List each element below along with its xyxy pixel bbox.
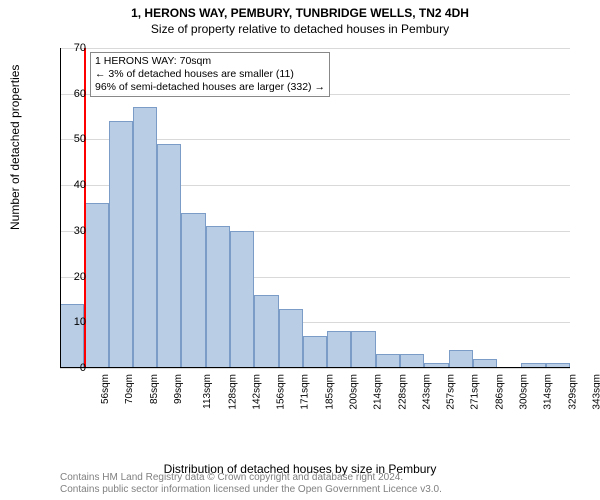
- y-axis: [60, 48, 61, 368]
- x-tick-label: 329sqm: [567, 374, 578, 410]
- x-tick-label: 156sqm: [276, 374, 287, 410]
- x-axis: [60, 367, 570, 368]
- histogram-bar: [60, 304, 84, 368]
- histogram-bar: [181, 213, 205, 368]
- y-axis-label: Number of detached properties: [8, 65, 22, 230]
- y-tick-label: 20: [74, 271, 86, 283]
- x-tick-label: 286sqm: [494, 374, 505, 410]
- chart-area: [60, 48, 570, 418]
- footer-line: Contains public sector information licen…: [60, 484, 442, 496]
- x-tick-label: 70sqm: [124, 374, 135, 404]
- x-tick-label: 99sqm: [173, 374, 184, 404]
- histogram-bar: [449, 350, 473, 368]
- annotation-line: 1 HERONS WAY: 70sqm: [95, 55, 325, 68]
- copyright-footer: Contains HM Land Registry data © Crown c…: [60, 472, 442, 496]
- y-tick-label: 0: [80, 362, 86, 374]
- y-tick-label: 70: [74, 42, 86, 54]
- histogram-bar: [351, 331, 375, 368]
- histogram-bar: [254, 295, 278, 368]
- histogram-bar: [376, 354, 400, 368]
- x-tick-label: 300sqm: [519, 374, 530, 410]
- x-tick-label: 257sqm: [446, 374, 457, 410]
- histogram-bar: [206, 226, 230, 368]
- x-tick-label: 271sqm: [470, 374, 481, 410]
- x-tick-label: 200sqm: [349, 374, 360, 410]
- x-tick-label: 343sqm: [591, 374, 600, 410]
- x-tick-label: 85sqm: [149, 374, 160, 404]
- x-tick-label: 142sqm: [251, 374, 262, 410]
- y-tick-label: 50: [74, 133, 86, 145]
- x-tick-label: 185sqm: [324, 374, 335, 410]
- x-tick-label: 171sqm: [300, 374, 311, 410]
- page-subtitle: Size of property relative to detached ho…: [0, 22, 600, 36]
- annotation-box: 1 HERONS WAY: 70sqm← 3% of detached hous…: [90, 52, 330, 97]
- annotation-line: 96% of semi-detached houses are larger (…: [95, 81, 325, 94]
- x-tick-label: 113sqm: [202, 374, 213, 409]
- histogram-bar: [327, 331, 351, 368]
- x-tick-label: 243sqm: [421, 374, 432, 410]
- footer-line: Contains HM Land Registry data © Crown c…: [60, 472, 442, 484]
- y-tick-label: 10: [74, 316, 86, 328]
- histogram-bar: [400, 354, 424, 368]
- histogram-bar: [109, 121, 133, 368]
- x-tick-label: 56sqm: [100, 374, 111, 404]
- x-tick-label: 228sqm: [397, 374, 408, 410]
- histogram-bar: [303, 336, 327, 368]
- x-tick-label: 128sqm: [227, 374, 238, 410]
- y-tick-label: 60: [74, 88, 86, 100]
- histogram-bar: [157, 144, 181, 368]
- histogram-bar: [84, 203, 108, 368]
- annotation-line: ← 3% of detached houses are smaller (11): [95, 68, 325, 81]
- histogram-bar: [279, 309, 303, 368]
- histogram-bar: [230, 231, 254, 368]
- page-title: 1, HERONS WAY, PEMBURY, TUNBRIDGE WELLS,…: [0, 6, 600, 20]
- y-tick-label: 40: [74, 179, 86, 191]
- y-tick-label: 30: [74, 225, 86, 237]
- gridline: [60, 368, 570, 369]
- histogram-bar: [133, 107, 157, 368]
- gridline: [60, 48, 570, 49]
- x-tick-label: 314sqm: [543, 374, 554, 410]
- x-tick-label: 214sqm: [373, 374, 384, 410]
